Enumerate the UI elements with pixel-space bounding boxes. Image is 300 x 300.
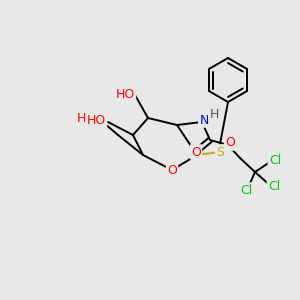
Text: O: O (167, 164, 177, 176)
Text: Cl: Cl (268, 181, 280, 194)
Text: O: O (191, 146, 201, 158)
Text: HO: HO (116, 88, 135, 101)
Text: H: H (209, 107, 219, 121)
Text: HO: HO (77, 112, 96, 124)
Text: Cl: Cl (269, 154, 281, 166)
Text: O: O (225, 136, 235, 149)
Text: N: N (199, 113, 209, 127)
Text: S: S (216, 146, 224, 158)
Text: HO: HO (87, 113, 106, 127)
Text: Cl: Cl (240, 184, 252, 196)
